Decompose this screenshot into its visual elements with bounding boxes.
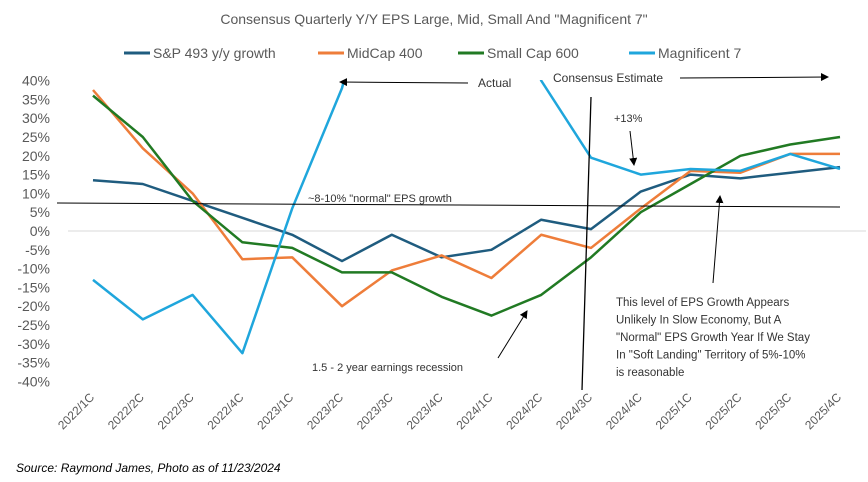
series-line-0 bbox=[92, 165, 841, 263]
recession-arrow bbox=[497, 310, 528, 359]
note-line: is reasonable bbox=[616, 367, 684, 379]
series-line-3 bbox=[539, 80, 841, 176]
legend-label: Small Cap 600 bbox=[487, 45, 579, 61]
y-tick-label: 25% bbox=[22, 129, 50, 145]
x-tick-label: 2022/4C bbox=[205, 390, 247, 432]
y-tick-label: -20% bbox=[17, 298, 50, 314]
normal-growth-line bbox=[56, 202, 841, 208]
y-tick-label: 10% bbox=[22, 185, 50, 201]
x-tick-label: 2024/2C bbox=[503, 390, 545, 432]
x-tick-label: 2024/4C bbox=[603, 390, 645, 432]
x-tick-label: 2025/4C bbox=[802, 390, 844, 432]
y-tick-label: -40% bbox=[17, 373, 50, 389]
x-tick-label: 2023/3C bbox=[354, 390, 396, 432]
y-tick-label: -35% bbox=[17, 355, 50, 371]
x-tick-label: 2023/4C bbox=[404, 390, 446, 432]
x-tick-label: 2025/1C bbox=[653, 390, 695, 432]
note-line: In "Soft Landing" Territory of 5%-10% bbox=[616, 350, 806, 362]
recession-label: 1.5 - 2 year earnings recession bbox=[312, 362, 463, 374]
normal-growth-label: ~8-10% "normal" EPS growth bbox=[308, 193, 452, 205]
y-tick-label: 5% bbox=[30, 204, 50, 220]
note-arrow bbox=[712, 195, 724, 284]
legend-label: Magnificent 7 bbox=[658, 45, 741, 61]
y-tick-label: -10% bbox=[17, 261, 50, 277]
y-tick-label: 0% bbox=[30, 223, 50, 239]
note-line: "Normal" EPS Growth Year If We Stay bbox=[616, 332, 810, 344]
x-tick-label: 2023/1C bbox=[254, 390, 296, 432]
legend-label: S&P 493 y/y growth bbox=[153, 45, 276, 61]
y-tick-label: -25% bbox=[17, 317, 50, 333]
plus13-arrow bbox=[629, 130, 638, 166]
chart-title: Consensus Quarterly Y/Y EPS Large, Mid, … bbox=[220, 11, 647, 27]
y-tick-label: 35% bbox=[22, 91, 50, 107]
source-note: Source: Raymond James, Photo as of 11/23… bbox=[16, 461, 281, 475]
y-axis: 40% 35% 30% 25% 20% 15% 10% 5% 0% -5% -10% -15% -20%… bbox=[17, 73, 50, 390]
note-line: Unlikely In Slow Economy, But A bbox=[616, 315, 782, 327]
series-line-1 bbox=[92, 89, 840, 308]
y-tick-label: -30% bbox=[17, 336, 50, 352]
y-tick-label: 30% bbox=[22, 110, 50, 126]
legend-label: MidCap 400 bbox=[347, 45, 423, 61]
y-tick-label: -5% bbox=[25, 242, 50, 258]
actual-estimate-divider bbox=[581, 96, 592, 391]
note-line: This level of EPS Growth Appears bbox=[616, 297, 789, 309]
x-tick-label: 2022/2C bbox=[105, 390, 147, 432]
y-tick-label: -15% bbox=[17, 279, 50, 295]
y-tick-label: 15% bbox=[22, 167, 50, 183]
actual-label: Actual bbox=[478, 76, 511, 90]
plus13-label: +13% bbox=[614, 113, 643, 125]
x-axis: 2022/1C 2022/2C 2022/3C 2022/4C 2023/1C 2023/… bbox=[55, 390, 844, 432]
estimate-label: Consensus Estimate bbox=[553, 71, 663, 85]
y-tick-label: 20% bbox=[22, 148, 50, 164]
x-tick-label: 2024/1C bbox=[454, 390, 496, 432]
note-text: This level of EPS Growth Appears Unlikely… bbox=[616, 297, 810, 379]
actual-arrow bbox=[339, 78, 469, 87]
estimate-arrow bbox=[679, 73, 829, 82]
legend: S&P 493 y/y growth MidCap 400 Small Cap 60… bbox=[124, 45, 741, 61]
x-tick-label: 2025/2C bbox=[703, 390, 745, 432]
x-tick-label: 2025/3C bbox=[752, 390, 794, 432]
x-tick-label: 2022/1C bbox=[55, 390, 97, 432]
x-tick-label: 2023/2C bbox=[304, 390, 346, 432]
y-tick-label: 40% bbox=[22, 73, 50, 89]
x-tick-label: 2024/3C bbox=[553, 390, 595, 432]
x-tick-label: 2022/3C bbox=[155, 390, 197, 432]
